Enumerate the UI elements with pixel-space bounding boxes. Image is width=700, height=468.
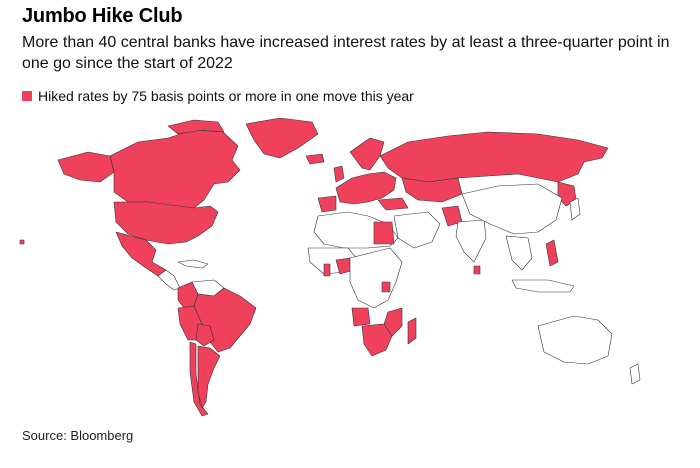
region-ghana bbox=[323, 263, 331, 277]
region-sri-lanka bbox=[473, 265, 481, 275]
region-japan bbox=[569, 197, 581, 221]
legend-label: Hiked rates by 75 basis points or more i… bbox=[38, 88, 414, 104]
region-caribbean bbox=[177, 259, 209, 269]
world-map bbox=[19, 117, 641, 417]
region-bolivia bbox=[195, 323, 215, 347]
region-egypt bbox=[373, 221, 395, 245]
region-argentina bbox=[197, 345, 221, 409]
region-canada-islands bbox=[167, 119, 225, 135]
region-iberia bbox=[317, 195, 337, 213]
region-russia bbox=[379, 131, 609, 183]
region-uganda bbox=[381, 281, 391, 293]
region-greenland bbox=[245, 117, 319, 159]
region-uk bbox=[333, 165, 345, 183]
region-new-zealand bbox=[629, 363, 641, 385]
region-scandinavia bbox=[349, 137, 385, 171]
region-india bbox=[455, 219, 487, 263]
region-mozambique bbox=[383, 307, 403, 337]
region-kazakhstan bbox=[401, 177, 463, 203]
source-note: Source: Bloomberg bbox=[22, 428, 134, 443]
region-turkey bbox=[377, 197, 409, 211]
region-philippines bbox=[545, 239, 559, 267]
region-southern-africa bbox=[361, 323, 393, 357]
region-canada bbox=[109, 129, 241, 209]
chart-title: Jumbo Hike Club bbox=[22, 5, 183, 27]
region-iceland bbox=[305, 153, 325, 165]
region-madagascar bbox=[407, 317, 417, 345]
region-alaska bbox=[57, 151, 115, 183]
region-indonesia bbox=[511, 279, 575, 293]
region-chile bbox=[189, 341, 209, 417]
chart-subtitle: More than 40 central banks have increase… bbox=[22, 34, 670, 72]
region-southeast-asia bbox=[505, 235, 533, 271]
region-central-africa bbox=[349, 247, 403, 309]
region-china bbox=[461, 183, 563, 235]
region-angola bbox=[351, 307, 371, 327]
region-middle-east bbox=[393, 211, 441, 249]
region-australia bbox=[537, 315, 613, 365]
legend-swatch bbox=[22, 91, 32, 101]
region-europe bbox=[335, 171, 397, 205]
region-pacific-islands bbox=[19, 239, 25, 245]
legend: Hiked rates by 75 basis points or more i… bbox=[22, 88, 414, 104]
region-united-states bbox=[113, 201, 219, 245]
